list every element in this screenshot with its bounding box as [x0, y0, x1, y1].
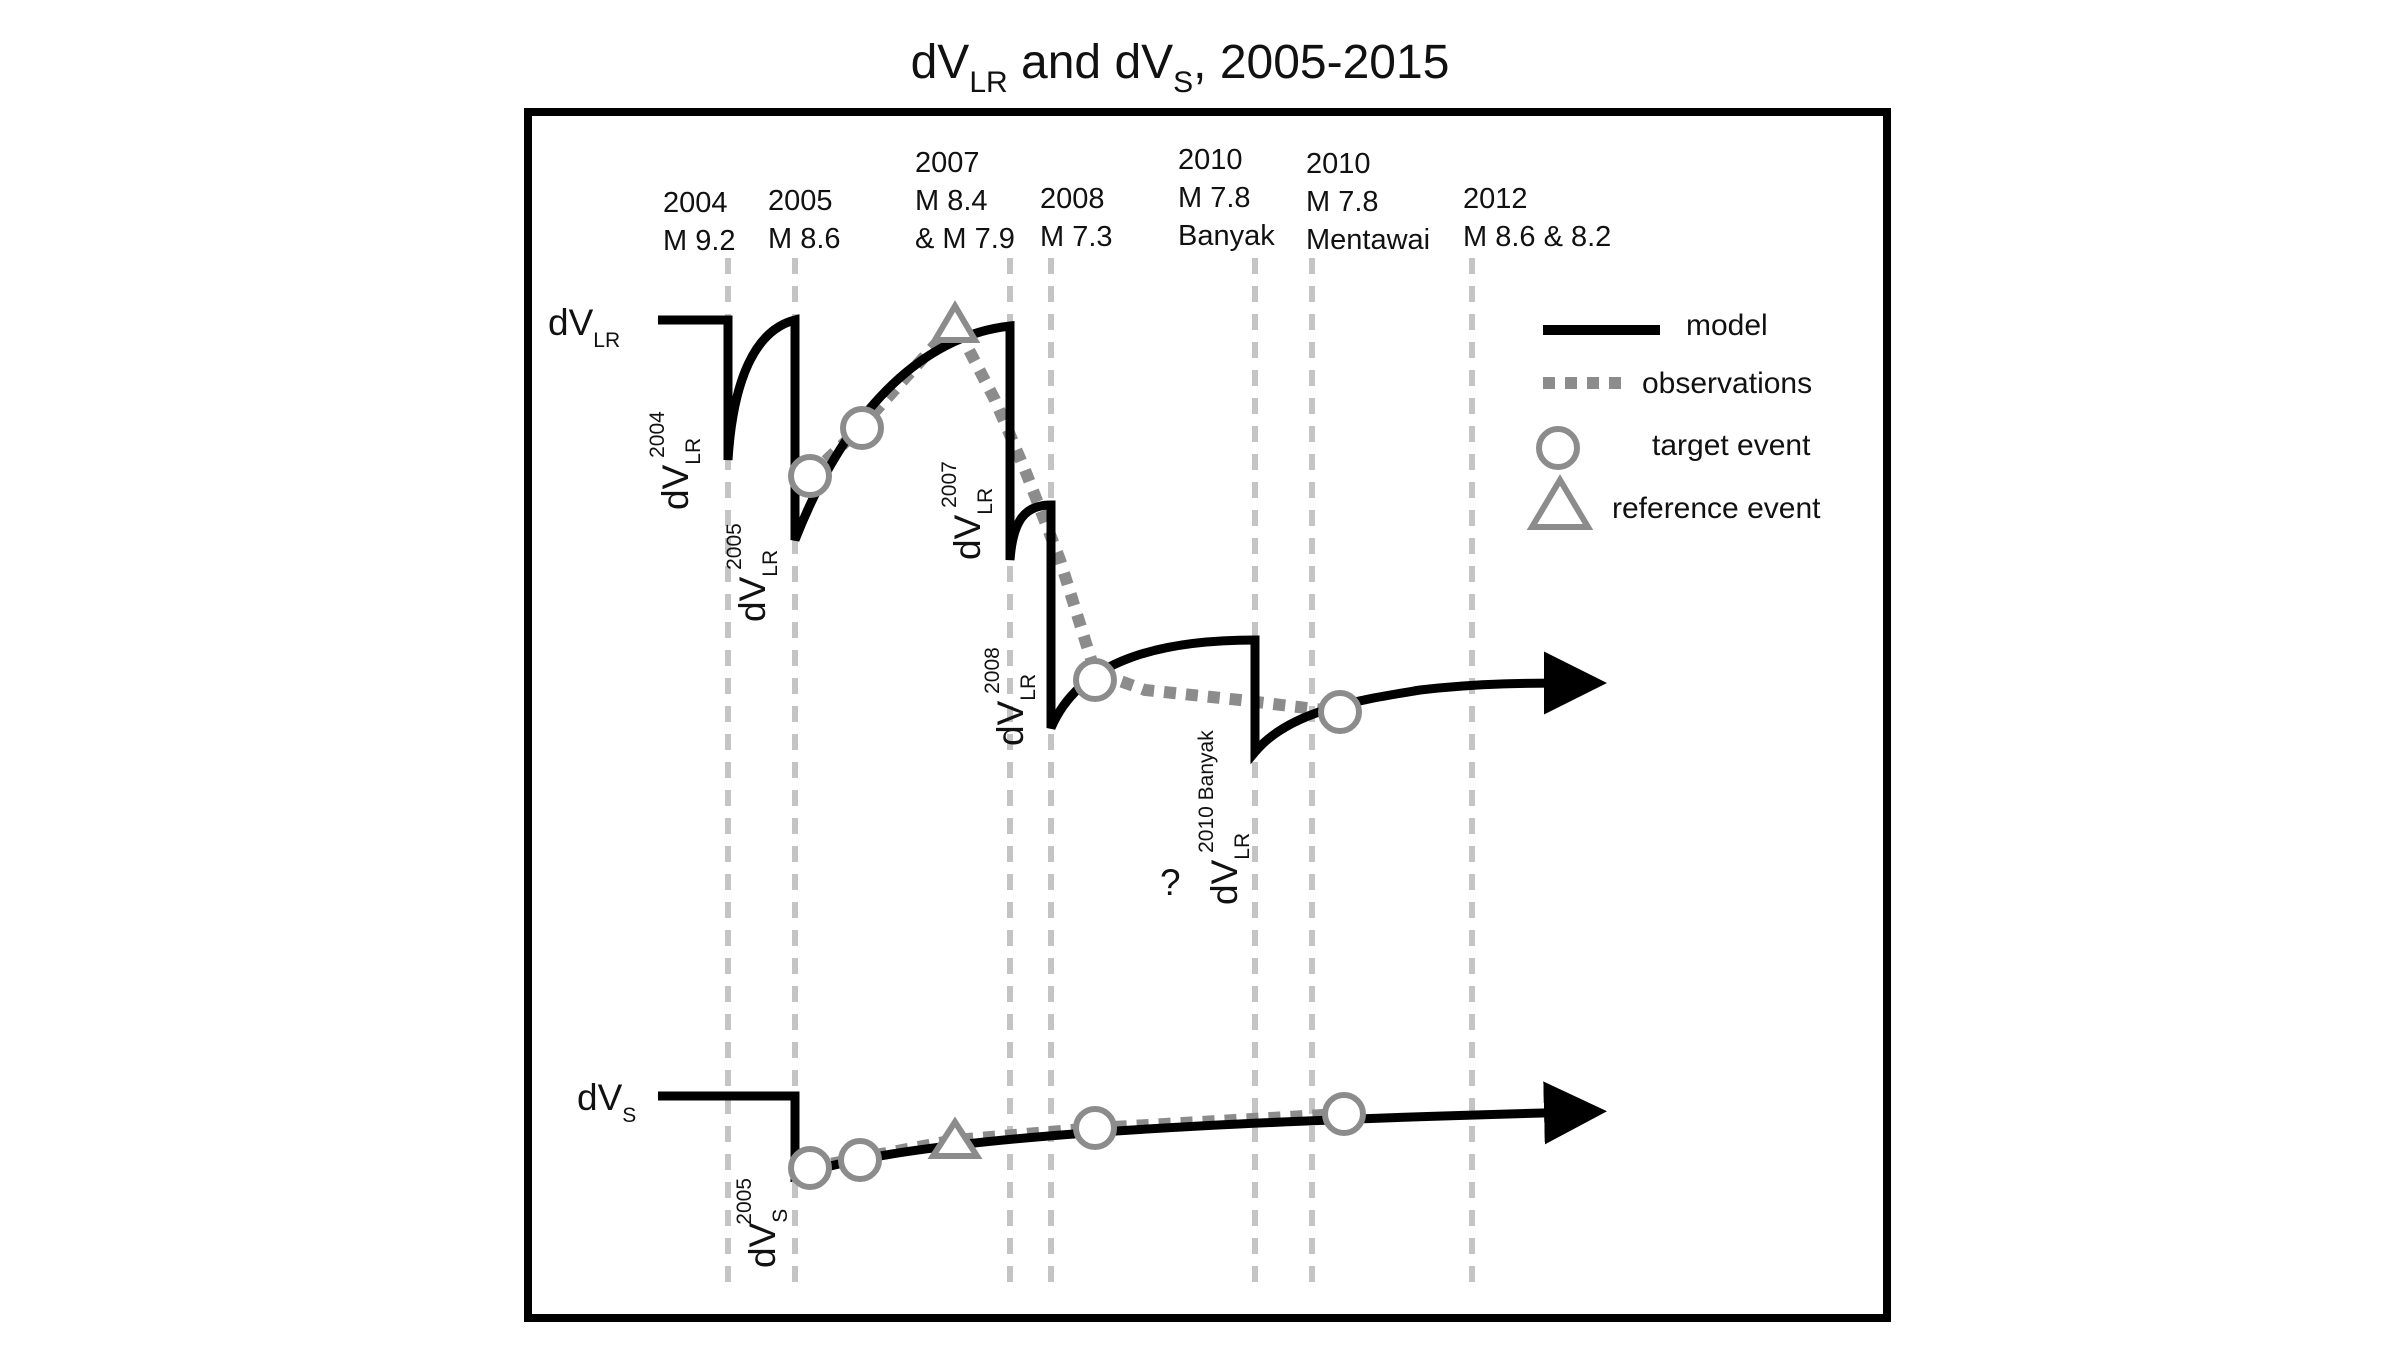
event-label-2004: 2004 M 9.2 [663, 187, 736, 257]
diagram-title: dVLR and dVS, 2005-2015 [911, 36, 1450, 99]
event-label-2005: 2005 M 8.6 [768, 185, 841, 255]
event-label-2010-mentawai: 2010 M 7.8 Mentawai [1306, 148, 1430, 256]
drop-label-dvs-2005: dVS2005 [733, 1178, 792, 1268]
row-label-dvlr: dVLR [548, 302, 620, 352]
legend-observations-label: observations [1642, 367, 1812, 400]
drop-label-dvlr-2005: dVLR2005 [723, 523, 782, 622]
legend-model-label: model [1686, 309, 1768, 342]
reference-event-triangle [927, 1116, 983, 1159]
target-event-circle [838, 1138, 882, 1182]
legend-reference-label: reference event [1612, 492, 1821, 525]
target-event-markers [788, 406, 1366, 1190]
target-event-circle [1073, 1106, 1117, 1150]
question-mark: ? [1160, 862, 1181, 903]
drop-labels: dVLR2004 dVLR2005 dVLR2007 dVLR2008 dVLR… [646, 411, 1254, 1268]
target-event-circle [1322, 1092, 1366, 1136]
legend-target-label: target event [1652, 429, 1811, 462]
event-labels: 2004 M 9.2 2005 M 8.6 2007 M 8.4 & M 7.9 200… [663, 144, 1611, 257]
reference-event-markers [927, 300, 983, 1159]
target-event-circle [788, 1146, 832, 1190]
target-event-circle [1073, 658, 1117, 702]
event-label-2010-banyak: 2010 M 7.8 Banyak [1178, 144, 1275, 252]
drop-label-dvlr-2010-banyak: dVLR2010 Banyak [1195, 730, 1254, 905]
target-event-circle [788, 454, 832, 498]
diagram-frame [524, 108, 1891, 1322]
drop-label-dvlr-2008: dVLR2008 [981, 647, 1040, 746]
target-event-circle [1318, 690, 1362, 734]
event-label-2007: 2007 M 8.4 & M 7.9 [915, 147, 1015, 255]
reference-event-triangle [929, 300, 981, 343]
model-line-dvlr [658, 314, 1607, 765]
legend-target-icon [1536, 426, 1580, 470]
row-label-dvs: dVS [577, 1077, 636, 1127]
drop-label-dvlr-2004: dVLR2004 [646, 411, 705, 510]
legend-reference-icon [1526, 474, 1594, 530]
event-label-2012: 2012 M 8.6 & 8.2 [1463, 183, 1611, 253]
legend: model observations target event referenc… [1526, 309, 1821, 530]
drop-label-dvlr-2007: dVLR2007 [938, 461, 997, 560]
target-event-circle [840, 406, 884, 450]
event-label-2008: 2008 M 7.3 [1040, 183, 1113, 253]
